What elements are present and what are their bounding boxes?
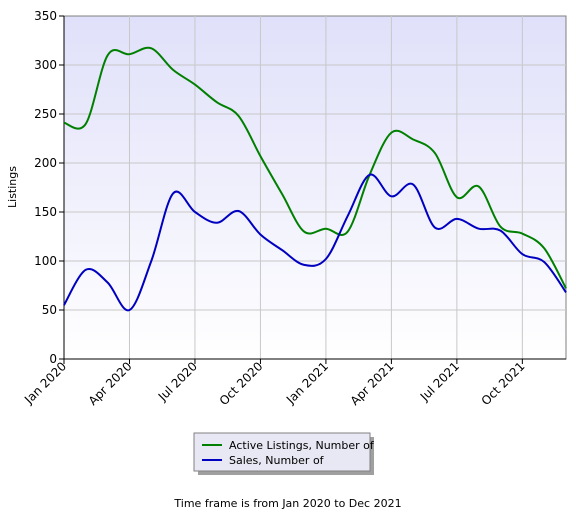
x-tick-label: Oct 2020 — [217, 359, 266, 408]
plot-area — [63, 15, 567, 360]
y-tick-label: 250 — [34, 107, 57, 121]
y-tick-label: 50 — [42, 303, 57, 317]
x-tick-label: Jul 2020 — [155, 359, 200, 404]
x-axis: Jan 2020 Apr 2020 Jul 2020 Oct 2020 Jan 2021… — [21, 358, 566, 408]
x-tick-label: Jan 2021 — [283, 359, 331, 407]
x-tick-label: Oct 2021 — [479, 359, 528, 408]
series-lines — [63, 46, 567, 312]
grid — [64, 16, 566, 359]
legend-label-sales: Sales, Number of — [229, 454, 325, 467]
y-axis-label: Listings — [6, 166, 19, 208]
y-tick-label: 100 — [34, 254, 57, 268]
y-tick-label: 200 — [34, 156, 57, 170]
legend-label-active-listings: Active Listings, Number of — [229, 439, 375, 452]
series-line-sales — [63, 173, 567, 312]
chart-caption: Time frame is from Jan 2020 to Dec 2021 — [174, 497, 402, 510]
series-line-active-listings — [63, 46, 567, 289]
x-tick-label: Apr 2020 — [86, 359, 135, 408]
x-tick-label: Jan 2020 — [21, 359, 69, 407]
y-tick-label: 150 — [34, 205, 57, 219]
legend: Active Listings, Number of Sales, Number… — [193, 432, 375, 475]
y-tick-label: 350 — [34, 9, 57, 23]
y-axis: 0 50 100 150 200 250 300 350 — [34, 9, 65, 366]
x-tick-label: Jul 2021 — [417, 359, 462, 404]
y-tick-label: 0 — [49, 352, 57, 366]
x-tick-label: Apr 2021 — [348, 359, 397, 408]
y-tick-label: 300 — [34, 58, 57, 72]
